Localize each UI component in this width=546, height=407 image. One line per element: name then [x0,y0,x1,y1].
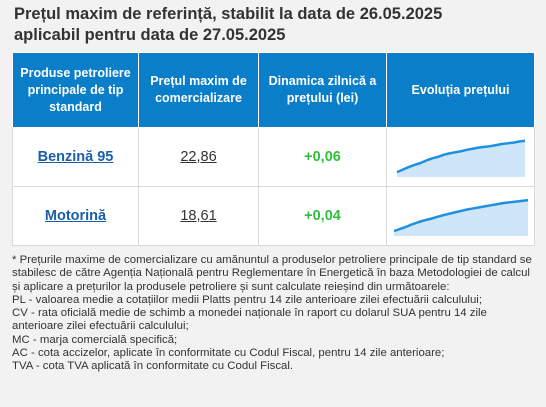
header-max-price: Prețul maxim de comercializare [138,52,259,128]
product-cell: Motorină [12,186,139,246]
sparkline-line [393,198,528,233]
price-value-benzina[interactable]: 22,86 [180,149,217,165]
table-row-benzina: Benzină 95 22,86 +0,06 [12,127,535,187]
note-mc: MC - marja comercială specifică; [12,333,178,346]
title-line-1: Prețul maxim de referință, stabilit la d… [14,5,443,23]
sparkline-motorina [393,198,528,236]
price-table: Produse petroliere principale de tip sta… [12,52,535,246]
sparkline-area [393,200,528,236]
price-cell: 18,61 [138,186,259,246]
change-cell: +0,06 [258,127,387,187]
sparkline-line [396,139,525,174]
sparkline-area [396,140,525,177]
price-value-motorina[interactable]: 18,61 [180,208,217,224]
product-cell: Benzină 95 [12,127,139,187]
note-cv: CV - rata oficială medie de schimb a mon… [12,307,487,333]
title-line-2: aplicabil pentru data de 27.05.2025 [14,26,286,44]
note-tva: TVA - cota TVA aplicată în conformitate … [12,360,294,373]
page-title: Prețul maxim de referință, stabilit la d… [14,4,534,46]
table-header-row: Produse petroliere principale de tip sta… [12,52,535,128]
change-cell: +0,04 [258,186,387,246]
daily-change-benzina: +0,06 [304,149,341,165]
sparkline-benzina [396,139,525,177]
header-daily-change: Dinamica zilnică a prețului (lei) [258,52,387,128]
price-cell: 22,86 [138,127,259,187]
page: Prețul maxim de referință, stabilit la d… [12,4,535,374]
trend-cell [386,186,535,246]
product-link-motorina[interactable]: Motorină [44,208,107,224]
table-row-motorina: Motorină 18,61 +0,04 [12,186,535,246]
trend-cell [386,127,535,187]
note-intro: * Prețurile maxime de comercializare cu … [12,254,532,293]
daily-change-motorina: +0,04 [304,208,341,224]
methodology-notes: * Prețurile maxime de comercializare cu … [12,254,534,374]
product-link-benzina-95[interactable]: Benzină 95 [37,149,114,165]
note-pl: PL - valoarea medie a cotațiilor medii P… [12,293,482,306]
note-ac: AC - cota accizelor, aplicate în conform… [12,347,445,360]
header-products: Produse petroliere principale de tip sta… [12,52,139,128]
header-price-trend: Evoluția prețului [386,52,535,128]
